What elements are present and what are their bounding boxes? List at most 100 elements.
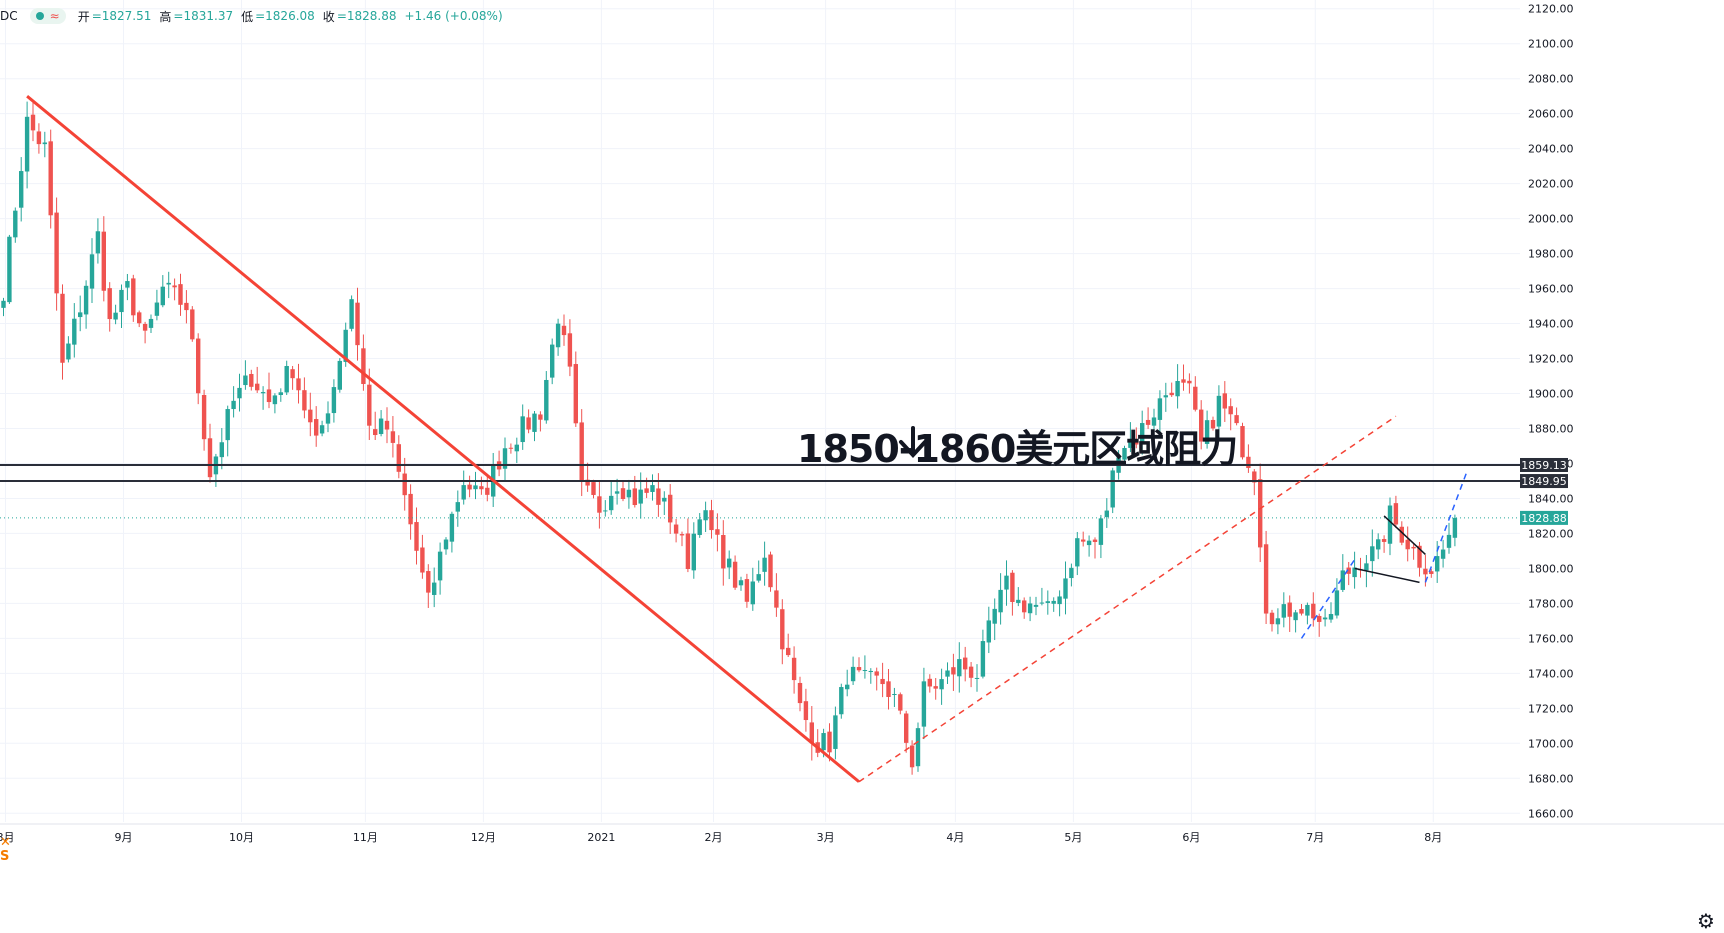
candle-body xyxy=(408,493,413,525)
candle-body xyxy=(673,524,679,534)
candle-body xyxy=(1393,503,1399,525)
candle-body xyxy=(461,485,466,500)
candle-body xyxy=(160,286,165,306)
candle-body xyxy=(1010,572,1015,602)
candle-body xyxy=(544,379,549,421)
candle-body xyxy=(656,488,661,505)
low-label: 低 xyxy=(241,9,254,24)
candle-body xyxy=(396,444,401,472)
candle-body xyxy=(166,282,171,285)
candle-body xyxy=(933,686,938,689)
candle-body xyxy=(862,670,868,672)
candle-body xyxy=(1051,600,1056,604)
candle-body xyxy=(732,561,738,588)
status-badge[interactable]: ≈ xyxy=(29,8,66,24)
candle-body xyxy=(66,343,71,360)
candle-body xyxy=(1075,538,1080,567)
candle-body xyxy=(7,236,12,303)
candle-body xyxy=(196,338,201,394)
tradingview-logo-icon: ✕ S xyxy=(0,835,11,864)
candle-body xyxy=(272,395,278,405)
candle-body xyxy=(750,581,755,605)
candle-body xyxy=(662,497,667,502)
candle-body xyxy=(638,489,643,504)
candle-body xyxy=(502,448,508,469)
candle-body xyxy=(30,114,36,131)
candle-body xyxy=(1387,505,1393,544)
candle-body xyxy=(172,285,177,288)
candle-body xyxy=(314,419,319,436)
y-tick-label: 1880.00 xyxy=(1528,422,1574,435)
candle-body xyxy=(1317,615,1322,622)
candle-body xyxy=(119,289,124,313)
trendline xyxy=(26,95,860,783)
candle-body xyxy=(390,431,396,443)
candle-body xyxy=(1446,534,1452,548)
candle-body xyxy=(904,713,909,743)
candle-body xyxy=(697,519,702,535)
candle-body xyxy=(78,312,83,318)
candle-body xyxy=(909,745,915,768)
candle-body xyxy=(1328,614,1334,620)
candle-body xyxy=(343,329,348,362)
candle-body xyxy=(361,348,366,384)
x-tick-label: 11月 xyxy=(353,831,378,844)
candle-body xyxy=(780,609,785,650)
candle-body xyxy=(72,318,77,345)
candle-body xyxy=(19,171,24,208)
candle-body xyxy=(290,369,295,379)
gear-icon[interactable]: ⚙ xyxy=(1697,909,1715,933)
candle-body xyxy=(260,392,266,394)
candle-body xyxy=(89,254,95,289)
candle-body xyxy=(1086,540,1092,546)
candle-body xyxy=(561,325,567,336)
candle-body xyxy=(1440,549,1446,559)
candle-body xyxy=(1163,395,1168,398)
candle-body xyxy=(54,212,59,294)
y-tick-label: 1820.00 xyxy=(1528,527,1574,540)
open-label: 开 xyxy=(77,9,90,24)
candle-body xyxy=(986,620,991,643)
candle-body xyxy=(249,373,254,387)
candle-body xyxy=(1110,470,1115,508)
high-value: =1831.37 xyxy=(173,9,234,23)
candle-body xyxy=(1370,546,1375,562)
candle-body xyxy=(898,694,903,711)
candle-body xyxy=(1151,417,1157,426)
candle-body xyxy=(573,364,578,424)
candle-body xyxy=(892,694,897,696)
candle-body xyxy=(24,116,30,172)
candle-body xyxy=(963,657,968,670)
x-tick-label: 6月 xyxy=(1182,831,1200,844)
candle-body xyxy=(443,539,449,550)
candle-body xyxy=(821,733,826,751)
candle-body xyxy=(957,659,962,677)
trendlines xyxy=(26,95,1468,783)
y-tick-label: 1980.00 xyxy=(1528,248,1574,261)
candle-body xyxy=(968,666,974,678)
y-tick-label: 1660.00 xyxy=(1528,807,1574,820)
candle-body xyxy=(154,302,160,316)
candle-body xyxy=(850,666,856,682)
candle-body xyxy=(231,400,236,410)
candle-body xyxy=(95,231,101,254)
candle-body xyxy=(768,554,773,588)
candle-body xyxy=(921,681,927,727)
candle-body xyxy=(721,535,726,569)
candle-body xyxy=(1263,544,1269,614)
y-tick-label: 1760.00 xyxy=(1528,632,1574,645)
x-tick-label: 2月 xyxy=(705,831,723,844)
candle-body xyxy=(331,387,337,414)
candle-body xyxy=(142,323,148,331)
x-tick-label: 10月 xyxy=(229,831,254,844)
candle-body xyxy=(738,580,744,586)
candle-body xyxy=(1364,563,1369,571)
candle-body xyxy=(36,131,42,145)
candle-body xyxy=(1128,439,1133,448)
candle-body xyxy=(1181,379,1186,383)
candle-body xyxy=(1004,575,1009,590)
candle-body xyxy=(107,288,112,320)
time-axis: 8月 9月 10月 11月 12月 2021 2月 3月 4月 5月 6月 7月 8月 xyxy=(0,823,1724,844)
candle-body xyxy=(591,482,596,495)
